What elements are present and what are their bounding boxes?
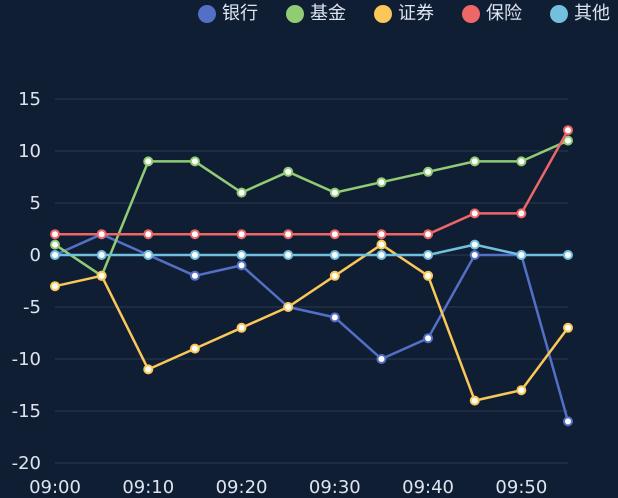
data-point [423, 229, 434, 240]
data-point [283, 302, 294, 312]
legend: 银行 基金 证券 保险 其他 [198, 0, 610, 28]
data-point [516, 250, 527, 260]
data-point [563, 135, 573, 146]
data-point [376, 250, 387, 260]
data-point [50, 239, 60, 250]
legend-item-zhengquan[interactable]: 证券 [374, 0, 434, 28]
data-point [143, 250, 154, 260]
legend-label: 银行 [222, 3, 258, 24]
data-point [236, 187, 247, 198]
data-point [189, 156, 200, 167]
data-point [143, 229, 154, 240]
data-point [376, 177, 387, 188]
data-point [236, 250, 247, 260]
legend-swatch [286, 5, 304, 23]
x-tick-label: 09:30 [309, 477, 361, 498]
data-point [329, 187, 340, 198]
data-point [423, 250, 434, 260]
legend-swatch [374, 5, 392, 23]
data-point [469, 239, 480, 250]
data-point [423, 333, 434, 344]
data-point [516, 385, 527, 396]
legend-label: 其他 [574, 3, 610, 24]
data-point [236, 229, 247, 240]
data-point [189, 229, 200, 240]
x-tick-label: 09:00 [29, 477, 81, 498]
data-point [329, 229, 340, 240]
data-point [516, 208, 527, 219]
legend-item-yinhang[interactable]: 银行 [198, 0, 258, 28]
legend-label: 证券 [398, 3, 434, 24]
data-point [563, 416, 573, 427]
y-tick-label: -5 [23, 297, 41, 318]
data-point [376, 229, 387, 240]
data-point [50, 229, 60, 240]
data-point [143, 364, 154, 375]
data-point [50, 250, 60, 260]
x-tick-label: 09:40 [402, 477, 454, 498]
data-point [236, 260, 247, 271]
data-point [423, 270, 434, 281]
data-point [329, 312, 340, 323]
data-point [329, 250, 340, 260]
y-tick-label: 15 [18, 89, 41, 110]
data-point [563, 125, 573, 136]
data-point [376, 354, 387, 364]
data-point [469, 250, 480, 260]
legend-label: 基金 [310, 3, 346, 24]
data-point [469, 208, 480, 219]
series-line-4 [55, 243, 568, 257]
x-tick-label: 09:10 [122, 477, 174, 498]
x-tick-label: 09:20 [216, 477, 268, 498]
data-point [283, 229, 294, 240]
data-point [376, 239, 387, 250]
legend-label: 保险 [486, 3, 522, 24]
legend-item-jijin[interactable]: 基金 [286, 0, 346, 28]
data-point [50, 281, 60, 292]
data-point [189, 343, 200, 354]
data-point [329, 270, 340, 281]
x-tick-label: 09:50 [495, 477, 547, 498]
data-point [189, 270, 200, 281]
y-tick-label: 0 [30, 245, 41, 266]
y-tick-label: -20 [12, 453, 41, 474]
data-point [96, 229, 107, 240]
legend-swatch [462, 5, 480, 23]
y-tick-label: 10 [18, 141, 41, 162]
series-line-3 [55, 129, 570, 236]
legend-swatch [198, 5, 216, 23]
series-line-1 [54, 139, 569, 278]
y-tick-label: 5 [30, 193, 41, 214]
data-point [423, 166, 434, 177]
data-point [283, 250, 294, 260]
data-point [236, 322, 247, 333]
data-point [283, 166, 294, 177]
legend-item-qita[interactable]: 其他 [550, 0, 610, 28]
data-point [143, 156, 154, 167]
data-point [516, 156, 527, 167]
legend-swatch [550, 5, 568, 23]
series-line-0 [54, 232, 570, 422]
data-point [469, 395, 480, 406]
data-point [96, 250, 107, 260]
data-point [96, 270, 107, 281]
legend-item-baoxian[interactable]: 保险 [462, 0, 522, 28]
y-tick-label: -10 [12, 349, 41, 370]
y-tick-label: -15 [12, 401, 41, 422]
data-point [189, 250, 200, 260]
series-line-2 [54, 243, 570, 402]
data-point [469, 156, 480, 167]
data-point [563, 322, 573, 333]
data-point [563, 250, 573, 260]
